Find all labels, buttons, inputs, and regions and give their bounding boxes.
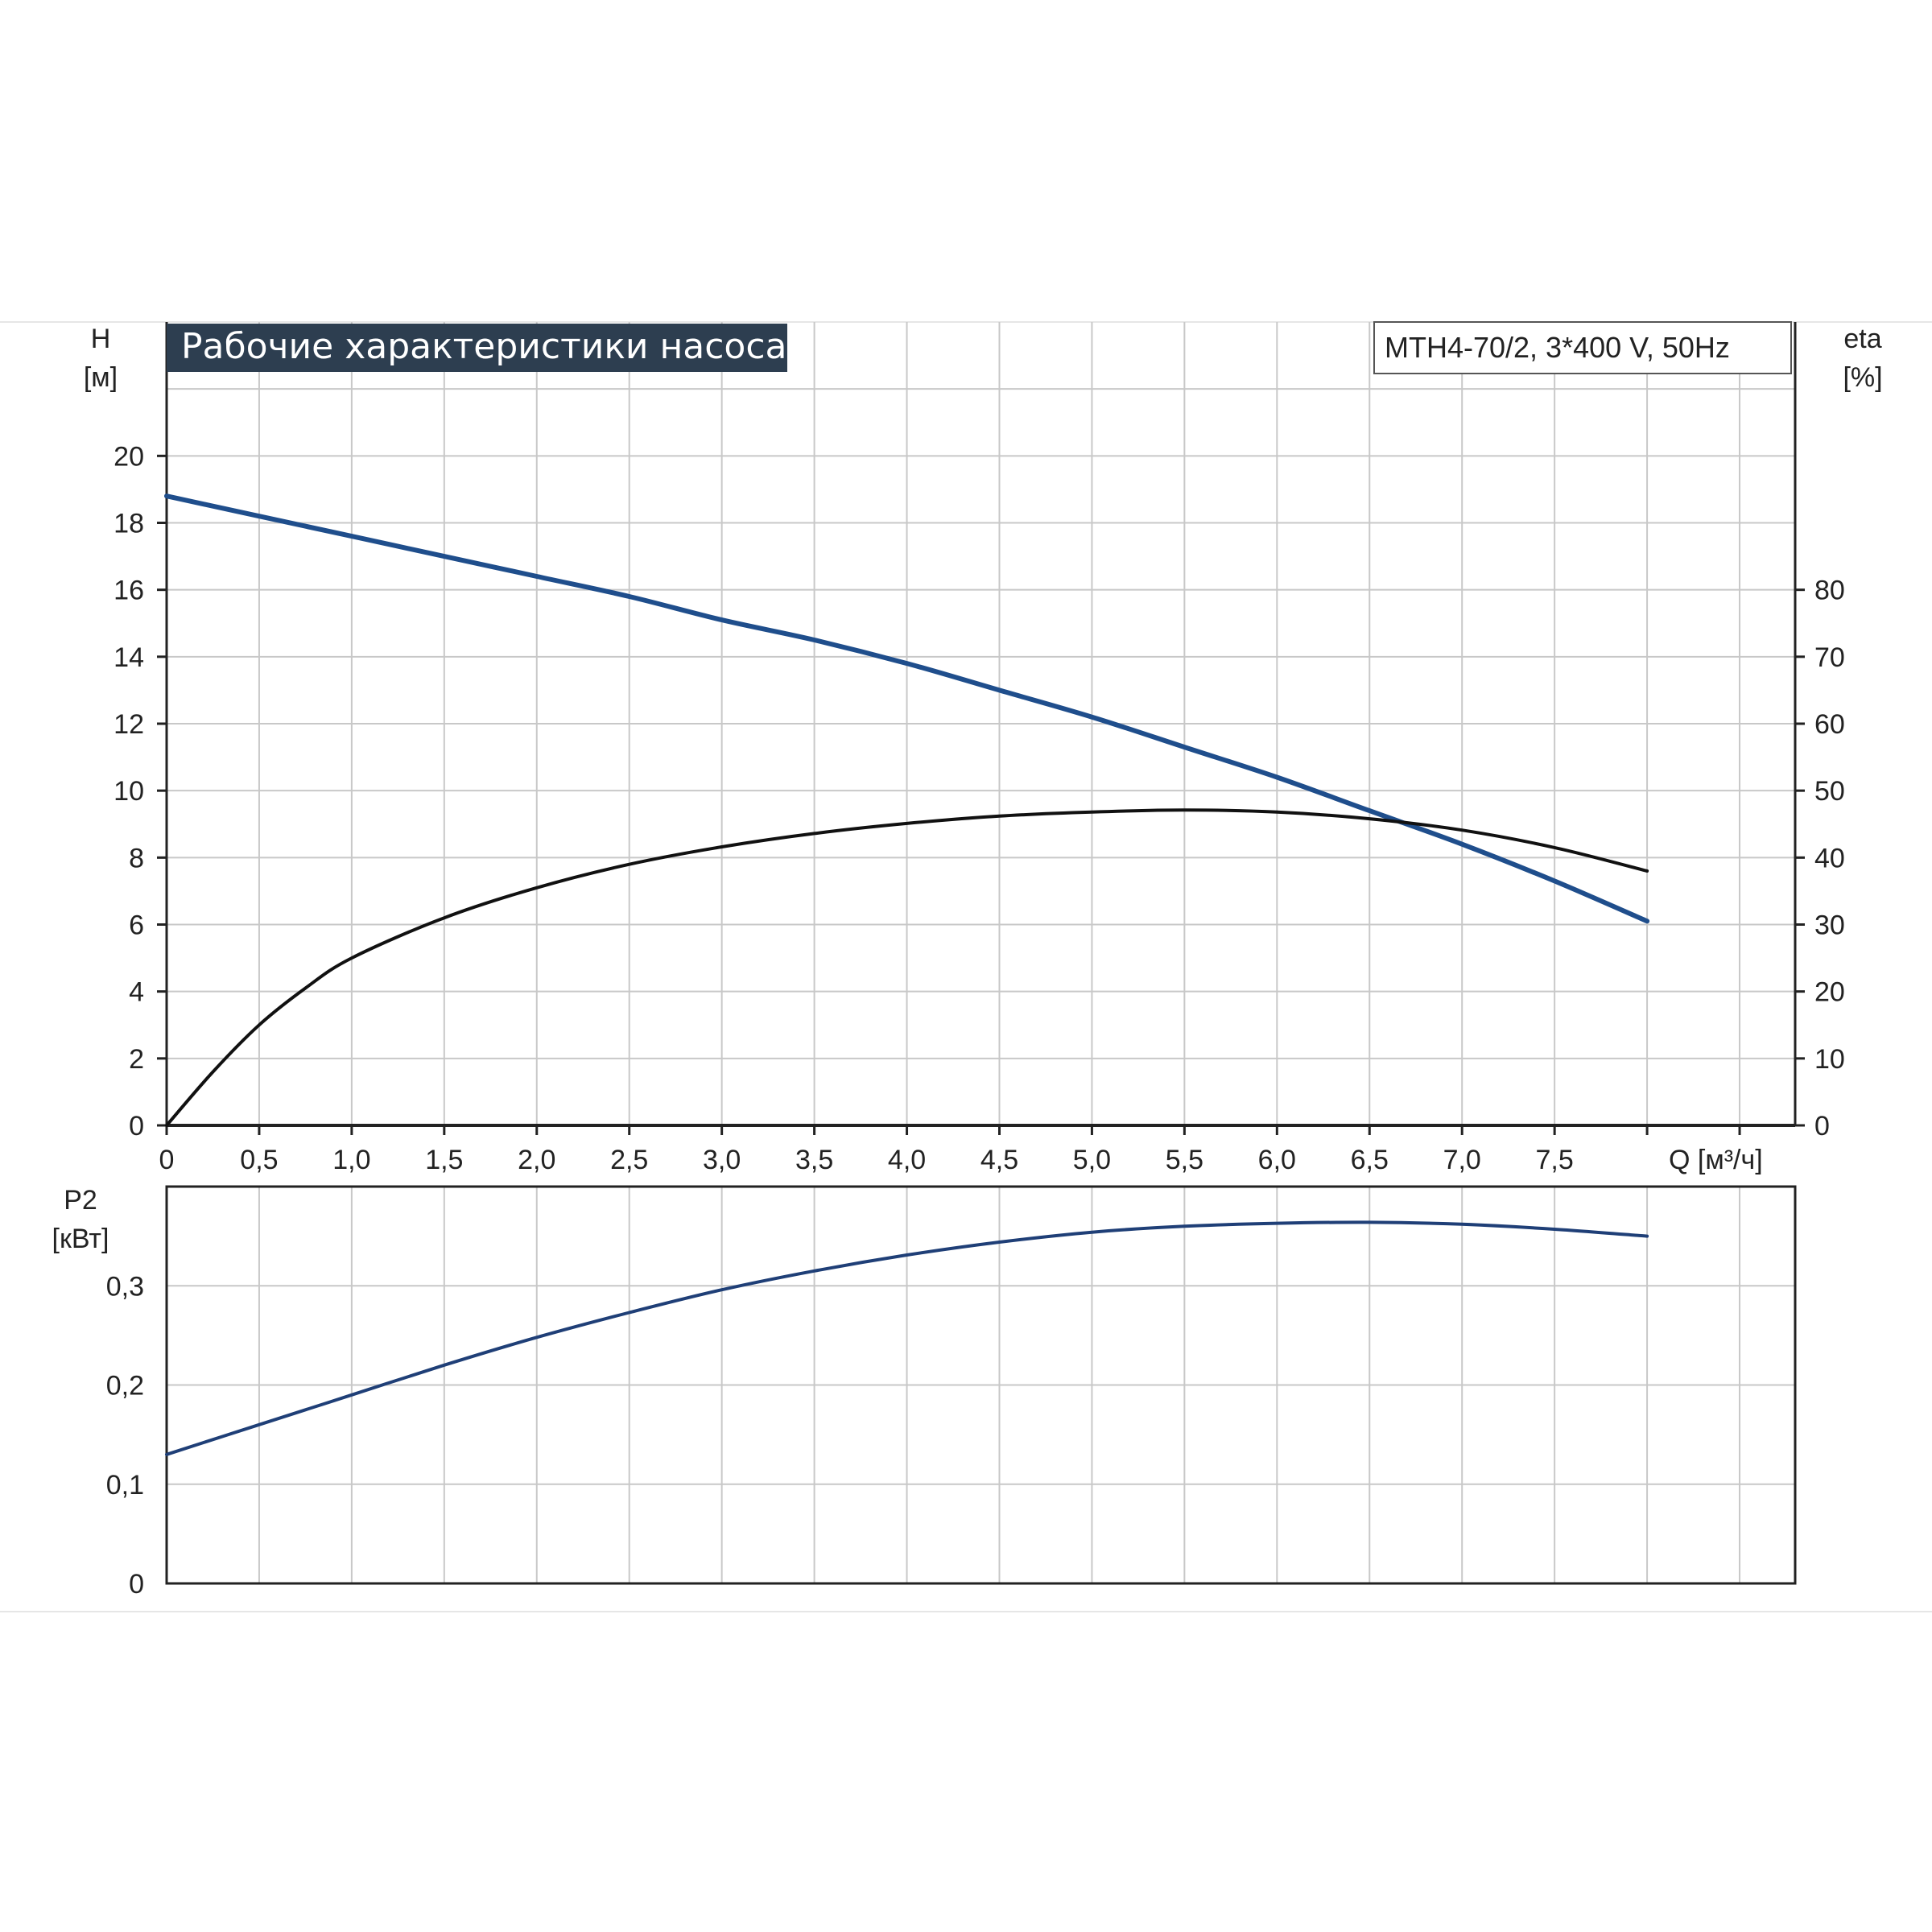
head-tick-label: 6 — [129, 910, 144, 941]
head-tick-label: 16 — [114, 576, 144, 606]
eff-tick-label: 30 — [1814, 910, 1845, 941]
power-curve — [165, 1220, 1649, 1456]
head-tick-label: 10 — [114, 776, 144, 807]
head-tick-label: 0 — [129, 1111, 144, 1141]
head-tick-label: 8 — [129, 843, 144, 873]
eff-tick-label: 60 — [1814, 709, 1845, 740]
head-axis-label: H — [91, 324, 111, 354]
chart-title: Рабочие характеристики насоса — [181, 326, 786, 367]
head-axis-unit: [м] — [84, 362, 118, 393]
x-tick-label: 7,0 — [1443, 1145, 1481, 1175]
power-axis-label: P2 — [64, 1185, 97, 1216]
x-tick-label: 1,0 — [332, 1145, 370, 1175]
head-tick-label: 18 — [114, 509, 144, 539]
head-tick-label: 4 — [129, 977, 144, 1008]
power-tick-label: 0,2 — [106, 1371, 144, 1402]
head-tick-label: 2 — [129, 1044, 144, 1075]
x-tick-label: 4,5 — [980, 1145, 1018, 1175]
head-tick-label: 12 — [114, 709, 144, 740]
eff-tick-label: 80 — [1814, 576, 1845, 606]
eff-axis-unit: [%] — [1843, 362, 1882, 393]
x-tick-label: 3,0 — [703, 1145, 741, 1175]
eff-tick-label: 70 — [1814, 642, 1845, 673]
curves — [164, 493, 1650, 1127]
x-tick-label: 5,0 — [1073, 1145, 1111, 1175]
x-tick-label: 2,0 — [518, 1145, 555, 1175]
eff-tick-label: 40 — [1814, 843, 1845, 873]
x-tick-label: 5,5 — [1166, 1145, 1203, 1175]
lower-plot-grid — [167, 1186, 1795, 1583]
x-axis-label: Q [м³/ч] — [1669, 1145, 1763, 1175]
power-tick-label: 0,3 — [106, 1271, 144, 1302]
lower-plot-frame — [165, 1185, 1797, 1585]
x-tick-label: 4,0 — [888, 1145, 926, 1175]
power-axis-unit: [кВт] — [52, 1224, 109, 1254]
tick-labels: 0 2 4 6 8 10 12 14 16 18 20 0 10 20 30 40 50 60 70 80 0 0,5 1,… — [106, 441, 1845, 1600]
power-tick-label: 0 — [129, 1569, 144, 1600]
x-tick-label: 2,5 — [610, 1145, 648, 1175]
x-tick-label: 6,0 — [1258, 1145, 1296, 1175]
eff-tick-label: 50 — [1814, 776, 1845, 807]
model-box — [1373, 321, 1792, 374]
x-tick-label: 6,5 — [1351, 1145, 1389, 1175]
x-tick-label: 3,5 — [795, 1145, 833, 1175]
x-tick-label: 0 — [159, 1145, 175, 1175]
head-curve — [164, 493, 1650, 924]
upper-plot-grid — [167, 322, 1795, 1125]
title-background — [167, 324, 787, 372]
head-tick-label: 14 — [114, 642, 144, 673]
lower-curves — [165, 1220, 1649, 1456]
power-tick-label: 0,1 — [106, 1470, 144, 1501]
head-tick-label: 20 — [114, 441, 144, 472]
x-tick-label: 0,5 — [240, 1145, 278, 1175]
efficiency-curve — [165, 808, 1649, 1127]
x-tick-label: 7,5 — [1536, 1145, 1574, 1175]
eff-tick-label: 10 — [1814, 1044, 1845, 1075]
model-label: MTH4-70/2, 3*400 V, 50Hz — [1385, 331, 1730, 364]
eff-tick-label: 0 — [1814, 1111, 1830, 1141]
lower-frame-rect — [165, 1185, 1797, 1585]
eff-axis-label: eta — [1843, 324, 1881, 354]
eff-tick-label: 20 — [1814, 977, 1845, 1008]
x-tick-label: 1,5 — [425, 1145, 463, 1175]
